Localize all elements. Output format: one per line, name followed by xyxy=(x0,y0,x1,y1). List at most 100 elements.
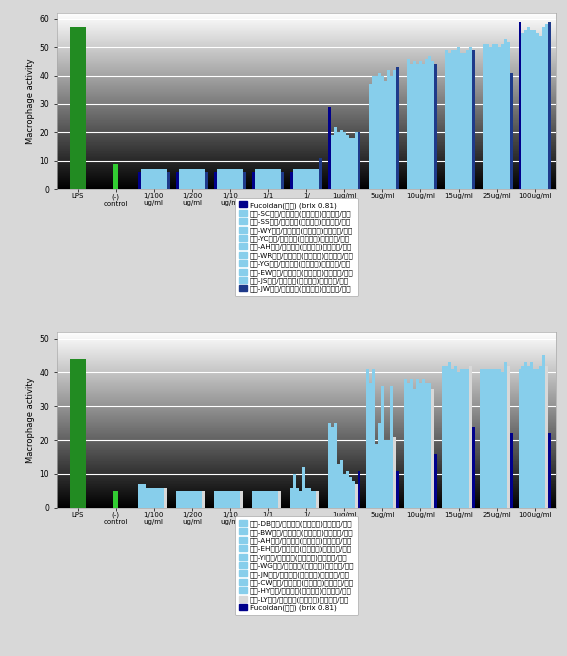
Bar xyxy=(328,423,331,508)
Bar xyxy=(346,470,349,508)
Bar xyxy=(396,470,399,508)
Bar xyxy=(176,491,179,508)
Bar xyxy=(519,22,522,189)
Bar xyxy=(519,369,522,508)
Bar xyxy=(290,172,293,189)
Bar xyxy=(396,67,399,189)
Bar xyxy=(484,369,486,508)
Bar xyxy=(231,491,234,508)
Y-axis label: Macrophage activity: Macrophage activity xyxy=(26,58,35,144)
Bar xyxy=(381,386,384,508)
Bar xyxy=(404,379,407,508)
Bar xyxy=(150,169,153,189)
Bar xyxy=(113,491,118,508)
Bar xyxy=(501,373,504,508)
Bar xyxy=(304,169,308,189)
Bar xyxy=(258,169,261,189)
Bar xyxy=(419,382,422,508)
Bar xyxy=(196,169,199,189)
Bar xyxy=(176,172,179,189)
Bar xyxy=(255,169,258,189)
Bar xyxy=(337,133,340,189)
Bar xyxy=(331,135,334,189)
Bar xyxy=(164,169,167,189)
Bar xyxy=(161,169,164,189)
Bar xyxy=(302,467,304,508)
Bar xyxy=(234,169,238,189)
Bar xyxy=(276,491,278,508)
Bar xyxy=(240,169,243,189)
Bar xyxy=(328,107,331,189)
Bar xyxy=(413,390,416,508)
Bar xyxy=(498,369,501,508)
Bar xyxy=(428,382,431,508)
Bar xyxy=(261,491,264,508)
Bar xyxy=(226,491,229,508)
Bar xyxy=(522,33,524,189)
Bar xyxy=(501,45,504,189)
Bar xyxy=(269,491,273,508)
Bar xyxy=(457,373,460,508)
Bar xyxy=(384,81,387,189)
Bar xyxy=(369,382,372,508)
Bar xyxy=(316,491,319,508)
Bar xyxy=(387,70,390,189)
Bar xyxy=(504,39,507,189)
Bar xyxy=(366,369,369,508)
Bar xyxy=(229,491,231,508)
Bar xyxy=(296,169,299,189)
Bar xyxy=(422,379,425,508)
Bar xyxy=(527,365,530,508)
Bar xyxy=(530,362,533,508)
Bar xyxy=(375,75,378,189)
Bar xyxy=(524,362,527,508)
Bar xyxy=(346,135,349,189)
Bar xyxy=(480,369,484,508)
Bar xyxy=(536,33,539,189)
Bar xyxy=(340,461,343,508)
Bar xyxy=(278,169,281,189)
Bar xyxy=(264,169,266,189)
Bar xyxy=(238,491,240,508)
Bar xyxy=(293,474,296,508)
Bar xyxy=(489,369,492,508)
Bar xyxy=(539,36,542,189)
Bar xyxy=(184,169,188,189)
Bar xyxy=(545,365,548,508)
Bar xyxy=(219,169,223,189)
Bar xyxy=(278,491,281,508)
Bar xyxy=(219,491,223,508)
Bar xyxy=(431,390,434,508)
Bar xyxy=(548,434,551,508)
Bar xyxy=(390,386,393,508)
Bar xyxy=(141,484,143,508)
Bar xyxy=(460,53,463,189)
Bar xyxy=(308,169,311,189)
Bar xyxy=(296,487,299,508)
Bar xyxy=(548,22,551,189)
Bar xyxy=(533,369,536,508)
Bar xyxy=(419,62,422,189)
Bar xyxy=(422,64,425,189)
Bar xyxy=(545,24,548,189)
Bar xyxy=(378,423,381,508)
Bar xyxy=(70,359,86,508)
Bar xyxy=(188,169,191,189)
Bar xyxy=(299,491,302,508)
Bar xyxy=(240,491,243,508)
Bar xyxy=(407,58,410,189)
Bar xyxy=(138,172,141,189)
Bar xyxy=(293,169,296,189)
Bar xyxy=(199,491,202,508)
Bar xyxy=(463,53,466,189)
Bar xyxy=(179,169,181,189)
Bar xyxy=(504,362,507,508)
Bar xyxy=(393,437,396,508)
Bar xyxy=(155,169,158,189)
Bar xyxy=(410,64,413,189)
Bar xyxy=(181,169,184,189)
Bar xyxy=(191,491,193,508)
Legend: Fucoidan(해원) (brix 0.81), 수수-SC농협/발아수수(표고균사)발효산물/액상, 수수-SS농협/발아수수(표고균사)발효산물/액상, : Fucoidan(해원) (brix 0.81), 수수-SC농협/발아수수(표… xyxy=(235,198,358,296)
Bar xyxy=(266,169,269,189)
Bar xyxy=(226,169,229,189)
